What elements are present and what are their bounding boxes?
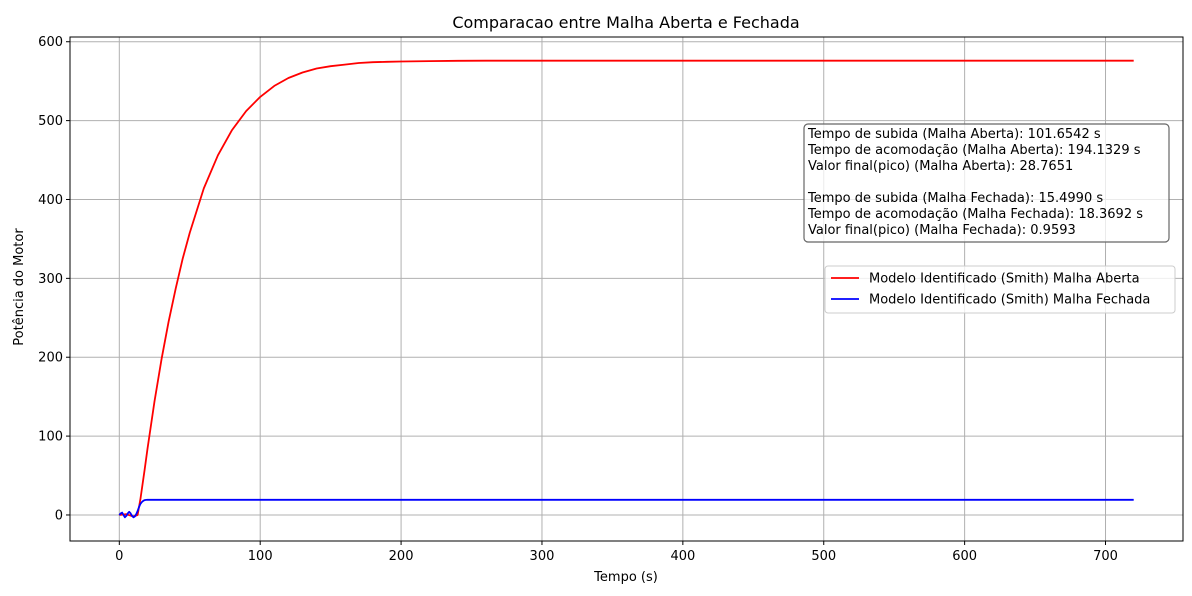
y-tick-label: 500	[38, 114, 63, 129]
plot-area-frame	[69, 36, 1184, 542]
annotation-frame	[803, 123, 1170, 243]
chart-title: Comparacao entre Malha Aberta e Fechada	[452, 13, 799, 32]
series-line-malha-fechada	[118, 498, 1134, 519]
x-tick-label: 700	[1093, 549, 1118, 564]
legend: Modelo Identificado (Smith) Malha Aberta…	[824, 265, 1176, 314]
x-tick-label: 0	[115, 549, 123, 564]
annotation-line: Tempo de acomodação (Malha Aberta): 194.…	[807, 143, 1141, 158]
grid-lines	[70, 37, 1183, 541]
x-tick-label: 400	[670, 549, 695, 564]
series-line-malha-aberta	[119, 59, 1134, 518]
y-tick-label: 300	[38, 272, 63, 287]
annotation-line: Tempo de acomodação (Malha Fechada): 18.…	[807, 207, 1143, 222]
y-axis-label: Potência do Motor	[12, 228, 27, 346]
x-tick-label: 300	[530, 549, 555, 564]
annotation-line: Tempo de subida (Malha Aberta): 101.6542…	[807, 127, 1101, 142]
y-tick-label: 200	[38, 351, 63, 366]
annotation-line: Valor final(pico) (Malha Fechada): 0.959…	[808, 223, 1076, 238]
series-lines	[118, 59, 1134, 519]
x-tick-label: 100	[248, 549, 273, 564]
annotation-line: Tempo de subida (Malha Fechada): 15.4990…	[807, 191, 1103, 206]
legend-label: Modelo Identificado (Smith) Malha Aberta	[869, 272, 1140, 287]
annotation-line: Valor final(pico) (Malha Aberta): 28.765…	[808, 159, 1073, 174]
x-axis-label: Tempo (s)	[593, 570, 658, 585]
x-tick-label: 500	[811, 549, 836, 564]
y-tick-label: 400	[38, 193, 63, 208]
y-tick-label: 600	[38, 35, 63, 50]
legend-frame	[824, 265, 1176, 314]
x-tick-label: 600	[952, 549, 977, 564]
y-tick-label: 100	[38, 430, 63, 445]
stats-annotation-box: Tempo de subida (Malha Aberta): 101.6542…	[803, 123, 1170, 243]
legend-label: Modelo Identificado (Smith) Malha Fechad…	[869, 293, 1150, 308]
x-tick-label: 200	[389, 549, 414, 564]
y-tick-label: 0	[55, 508, 63, 523]
axes: 0 100 200 300 400 500 600 700 0 100 200 300 400 500 60…	[38, 35, 1118, 564]
